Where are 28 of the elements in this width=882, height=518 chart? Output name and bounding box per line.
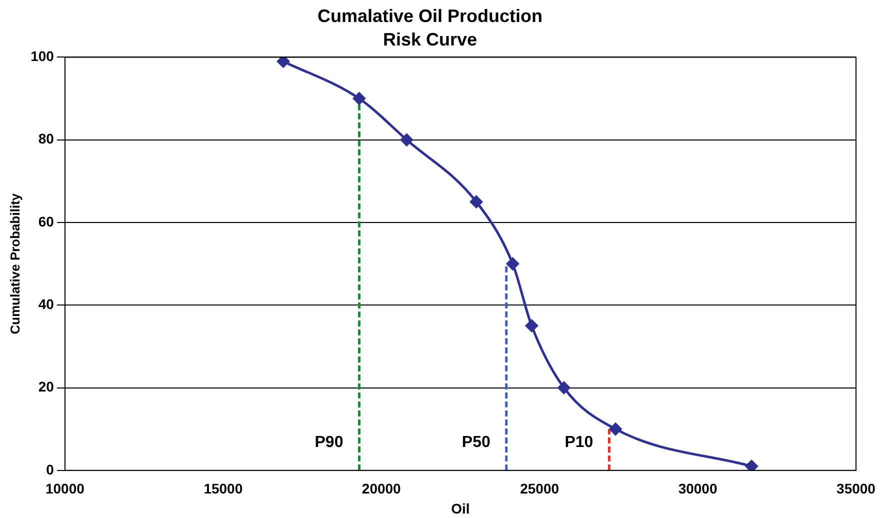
point xyxy=(352,92,366,105)
y-tick-label: 40 xyxy=(38,296,54,312)
point xyxy=(277,57,290,68)
point xyxy=(470,196,483,208)
point xyxy=(400,134,413,146)
y-tick-label: 60 xyxy=(38,213,54,230)
x-tick-label: 30000 xyxy=(678,480,718,497)
point xyxy=(558,382,570,394)
y-axis-title: Cumulative Probability xyxy=(7,192,22,334)
series-label: P90 xyxy=(314,434,344,451)
point xyxy=(525,320,538,332)
chart-subtitle: Risk Curve xyxy=(382,29,478,50)
y-tick-label: 80 xyxy=(38,130,54,147)
x-tick-label: 35000 xyxy=(836,480,876,497)
point xyxy=(609,422,622,436)
x-tick-label: 20000 xyxy=(362,480,402,497)
y-tick-label: 0 xyxy=(46,461,54,478)
x-tick-label: 15000 xyxy=(204,480,243,497)
y-tick-label: 20 xyxy=(38,378,54,395)
x-axis-title: Oil xyxy=(451,500,470,516)
point xyxy=(506,258,519,270)
x-tick-label: 10000 xyxy=(45,480,85,497)
x-tick-label: 25000 xyxy=(520,480,560,497)
y-tick-label: 100 xyxy=(30,48,54,64)
series-label: P10 xyxy=(564,434,594,451)
point xyxy=(745,460,758,470)
series-label: P50 xyxy=(462,434,490,451)
chart-title: Cumalative Oil Production xyxy=(317,6,543,26)
